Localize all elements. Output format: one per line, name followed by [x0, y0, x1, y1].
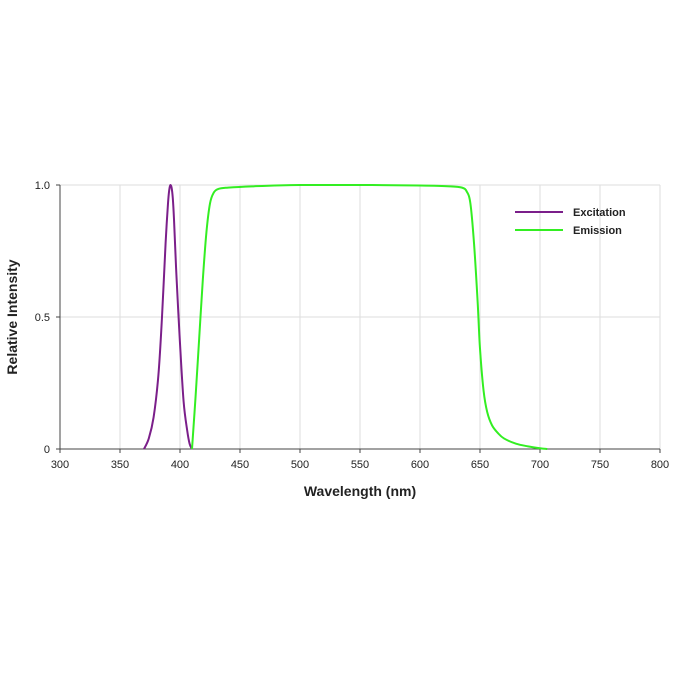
axes: 300 350 400 450 500 550 600 650 700 750 800 0 0.5 1.0 — [35, 180, 669, 471]
x-tick-label: 350 — [111, 459, 129, 471]
grid — [60, 184, 661, 449]
y-tick-label: 1.0 — [35, 180, 50, 192]
series — [143, 183, 548, 450]
excitation-series-line — [143, 184, 193, 450]
x-tick-label: 450 — [231, 459, 249, 471]
y-tick-label: 0.5 — [35, 312, 50, 324]
x-tick-label: 750 — [591, 459, 609, 471]
y-axis-title: Relative Intensity — [4, 259, 20, 374]
x-tick-label: 300 — [51, 459, 69, 471]
emission-series-line — [191, 183, 548, 450]
legend-label-excitation: Excitation — [573, 207, 626, 219]
x-tick-label: 650 — [471, 459, 489, 471]
x-tick-label: 700 — [531, 459, 549, 471]
legend-label-emission: Emission — [573, 225, 622, 237]
legend: Excitation Emission — [515, 207, 626, 237]
x-tick-label: 400 — [171, 459, 189, 471]
x-tick-label: 550 — [351, 459, 369, 471]
y-tick-label: 0 — [44, 444, 50, 456]
x-tick-label: 800 — [651, 459, 669, 471]
x-axis-title: Wavelength (nm) — [304, 483, 416, 499]
x-tick-label: 500 — [291, 459, 309, 471]
x-tick-label: 600 — [411, 459, 429, 471]
